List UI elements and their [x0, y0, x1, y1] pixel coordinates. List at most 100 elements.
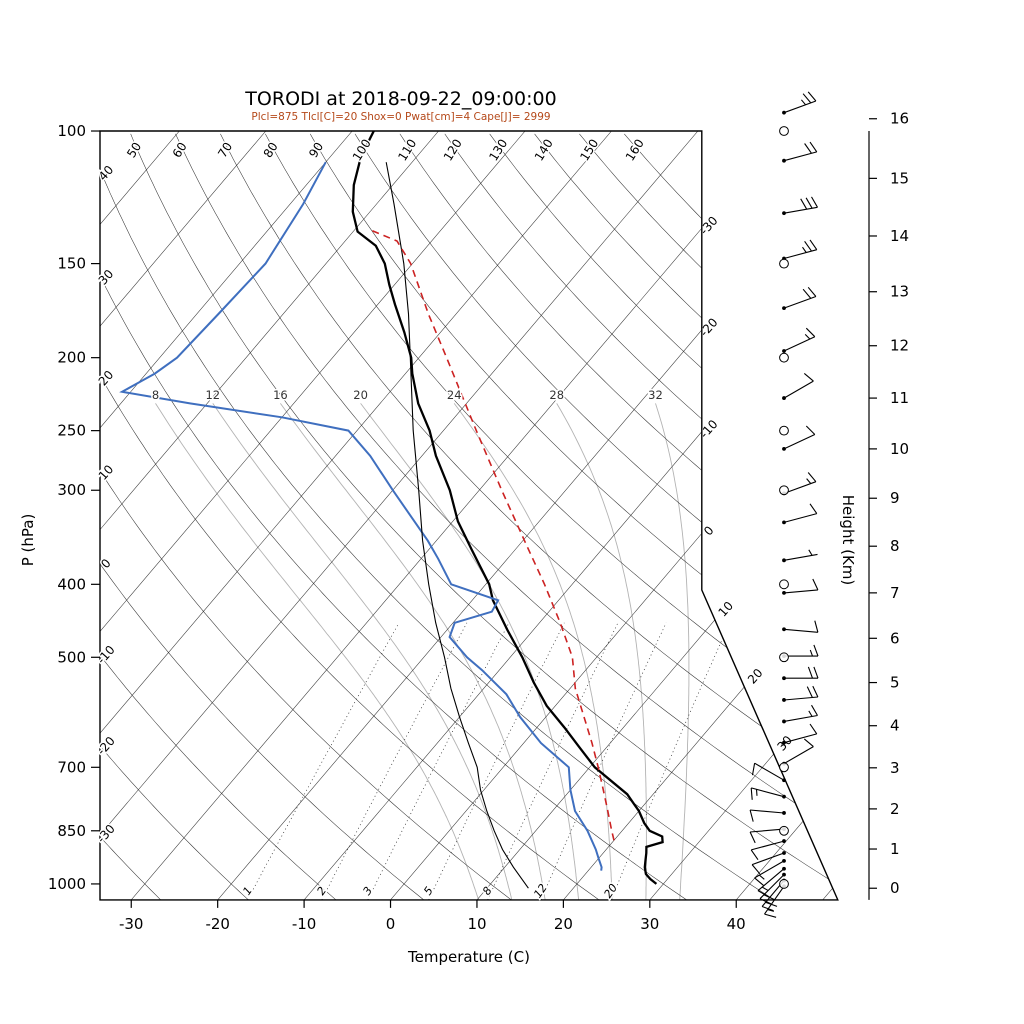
- temperature-tick-label: 10: [467, 915, 486, 933]
- temperature-tick-label: -10: [292, 915, 317, 933]
- wind-barb: [783, 425, 816, 450]
- wind-level-dot: [782, 306, 786, 311]
- pressure-axis-title: P (hPa): [19, 513, 37, 567]
- wind-level-dot: [782, 558, 786, 563]
- level-marker: [779, 126, 789, 136]
- isotherm-line: [100, 131, 612, 900]
- temperature-tick-label: -30: [119, 915, 144, 933]
- dry-adiabat-label: 110: [395, 137, 419, 164]
- mixing-ratio-label: 3: [360, 884, 375, 897]
- moist-adiabat-label: 8: [152, 388, 159, 402]
- isotherm-edge-label: 20: [745, 666, 766, 687]
- wind-barb: [751, 762, 785, 781]
- wind-barb: [783, 685, 819, 701]
- wind-barb: [783, 704, 818, 722]
- height-tick-label: 7: [890, 584, 900, 602]
- moist-adiabat-label: 24: [447, 388, 462, 402]
- wind-barb: [783, 472, 817, 494]
- wind-barb: [783, 503, 818, 523]
- isotherm-line: [735, 131, 838, 900]
- wind-level-dot: [782, 811, 786, 815]
- pressure-tick-label: 700: [57, 758, 86, 776]
- wind-level-dot: [782, 396, 786, 400]
- height-tick-label: 0: [890, 879, 900, 897]
- height-tick-label: 8: [890, 537, 900, 555]
- dry-adiabat-line: [175, 133, 838, 900]
- isotherm-line: [100, 131, 353, 900]
- dry-adiabat-label: -30: [94, 822, 118, 846]
- mixing-ratio-line: [540, 622, 667, 900]
- skewt-background-grid: [0, 131, 838, 900]
- wind-level-dot: [782, 839, 786, 843]
- isotherm-line: [476, 131, 838, 900]
- dry-adiabat-label: 80: [261, 140, 281, 160]
- level-marker: [779, 425, 789, 436]
- dry-adiabat-line: [579, 133, 838, 900]
- wind-barb: [784, 644, 819, 657]
- level-marker: [779, 879, 789, 889]
- dewpoint-curve: [119, 161, 603, 871]
- dry-adiabat-label: 90: [306, 140, 326, 160]
- height-tick-label: 11: [890, 389, 909, 407]
- wet-bulb-curve: [385, 162, 529, 889]
- level-marker: [779, 825, 789, 836]
- mixing-ratio-line: [247, 622, 400, 900]
- wind-barb: [783, 239, 818, 260]
- dry-adiabat-line: [100, 133, 600, 900]
- isotherm-line: [100, 131, 699, 900]
- wind-barb: [783, 372, 814, 399]
- isotherm-edge-label: 0: [701, 523, 717, 538]
- isotherm-edge-label: -10: [697, 417, 721, 441]
- wind-level-dot: [782, 590, 786, 595]
- dry-adiabat-label: 50: [124, 140, 144, 160]
- wind-barb: [750, 840, 785, 861]
- wind-barb: [749, 809, 785, 822]
- temperature-tick-label: 30: [640, 915, 659, 933]
- mixing-ratio-label: 2: [315, 884, 330, 897]
- level-marker: [779, 485, 789, 496]
- dry-adiabat-line: [100, 133, 512, 900]
- height-axis-title: Height (Km): [839, 494, 857, 586]
- moist-adiabat-line: [212, 403, 513, 900]
- isotherm-line: [563, 131, 838, 900]
- mixing-ratio-label: 8: [480, 884, 495, 897]
- wind-level-dot: [782, 794, 786, 799]
- isotherm-line: [0, 131, 93, 900]
- dry-adiabat-line: [130, 133, 838, 900]
- dry-adiabat-label: 160: [623, 137, 647, 164]
- wind-level-dot: [782, 627, 786, 632]
- wind-barb: [783, 738, 814, 765]
- dry-adiabat-label: 10: [96, 462, 117, 483]
- wind-barb: [783, 91, 817, 114]
- pressure-tick-label: 150: [57, 255, 86, 273]
- height-tick-label: 15: [890, 169, 909, 187]
- height-tick-label: 9: [890, 489, 900, 507]
- level-marker: [779, 579, 789, 590]
- isotherm-line: [100, 131, 439, 900]
- mixing-ratio-label: 12: [531, 882, 550, 901]
- dry-adiabat-label: -10: [94, 643, 118, 667]
- dry-adiabat-line: [309, 133, 838, 900]
- pressure-tick-label: 100: [57, 122, 86, 140]
- moist-adiabat-line: [155, 403, 480, 900]
- mixing-ratio-label: 1: [240, 884, 255, 897]
- wind-barb: [783, 578, 819, 594]
- dry-adiabat-line: [265, 133, 838, 900]
- wind-level-dot: [782, 719, 786, 724]
- isotherm-line: [649, 131, 838, 900]
- moist-adiabat-label: 12: [205, 388, 220, 402]
- dry-adiabat-label: 150: [577, 137, 601, 164]
- wind-barb: [783, 196, 818, 214]
- temperature-tick-label: -20: [205, 915, 230, 933]
- mixing-ratio-label: 5: [421, 884, 436, 897]
- height-tick-label: 1: [890, 840, 900, 858]
- wind-barb: [783, 620, 819, 633]
- moist-adiabat-label: 28: [549, 388, 564, 402]
- pressure-tick-label: 500: [57, 648, 86, 666]
- dry-adiabat-label: 20: [96, 368, 117, 389]
- level-marker: [779, 352, 789, 363]
- wind-level-dot: [782, 446, 786, 451]
- wind-level-dot: [782, 851, 786, 855]
- wind-barb: [783, 327, 816, 352]
